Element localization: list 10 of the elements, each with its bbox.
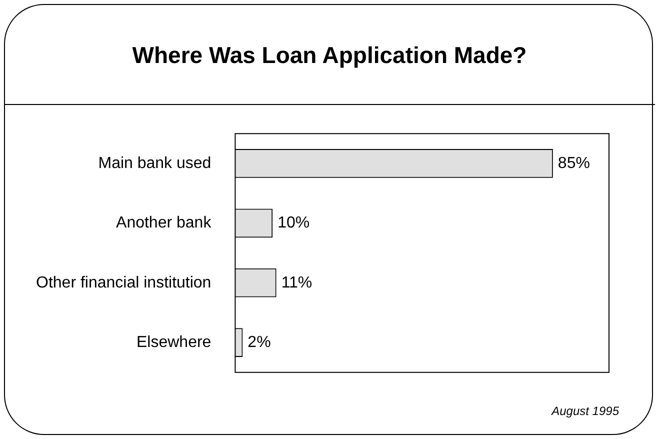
data-label: 11%: [281, 274, 312, 292]
data-label: 2%: [248, 334, 271, 351]
data-label: 85%: [558, 154, 590, 172]
data-label: 10%: [278, 214, 310, 232]
chart-title: Where Was Loan Application Made?: [131, 42, 528, 69]
y-tick-label: Other financial institution: [36, 274, 212, 292]
y-tick-label: Main bank used: [98, 154, 212, 172]
y-tick-label: Elsewhere: [136, 334, 212, 351]
text: August 1995: [552, 404, 619, 418]
y-tick-label: Another bank: [116, 214, 212, 232]
